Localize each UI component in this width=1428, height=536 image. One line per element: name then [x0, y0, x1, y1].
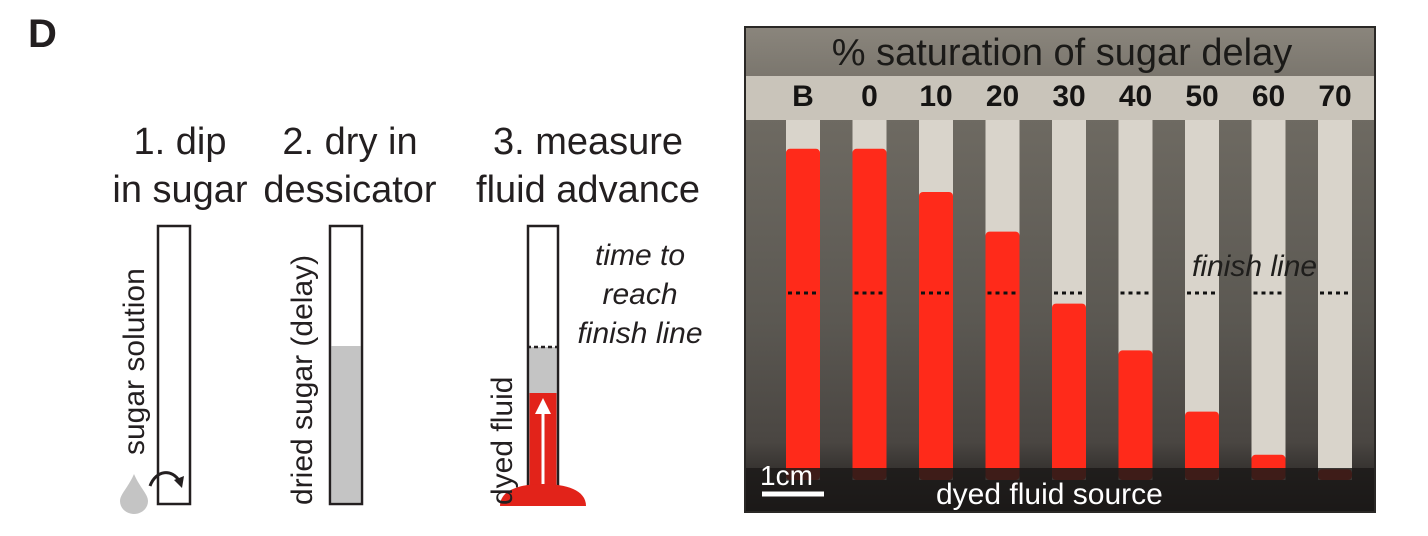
step-1-title: 1. dip in sugar — [85, 118, 275, 214]
sugar-solution-label: sugar solution — [118, 268, 151, 455]
step-3-line-1: 3. measure — [492, 121, 684, 163]
finish-line-label: finish line — [1192, 250, 1318, 283]
dyed-fluid-label: dyed fluid — [486, 376, 519, 505]
photo-title: % saturation of sugar delay — [831, 32, 1293, 74]
dip-arrow-head-icon — [174, 476, 184, 488]
experiment-photo: % saturation of sugar delay B 0 10 20 30 40 50… — [744, 26, 1376, 513]
step-3-title: 3. measure fluid advance — [468, 118, 708, 214]
photo-strips — [746, 28, 1374, 511]
photo-strip-70 — [1318, 120, 1352, 480]
fluid-column-50 — [1185, 411, 1219, 480]
step-2-line-1: 2. dry in — [282, 121, 418, 163]
scale-bar-label: 1cm — [760, 460, 813, 491]
dried-sugar-fill — [331, 346, 361, 503]
time-note-line-2: reach — [602, 278, 678, 311]
column-label-40: 40 — [1118, 80, 1153, 113]
step-1-line-1: 1. dip — [133, 121, 227, 163]
advance-arrow-icon — [535, 398, 551, 414]
dried-sugar-label: dried sugar (delay) — [286, 254, 319, 505]
column-label-60: 60 — [1251, 80, 1286, 113]
fluid-column-B — [786, 148, 820, 481]
step-1-line-2: in sugar — [112, 169, 248, 211]
photo-bottom-shadow — [746, 468, 1374, 511]
step-2-line-2: dessicator — [263, 169, 437, 211]
fluid-source-label: dyed fluid source — [936, 478, 1163, 511]
fluid-column-20 — [985, 231, 1020, 480]
diagram-strips — [120, 224, 586, 514]
time-to-finish-note: time to reach finish line — [560, 236, 720, 353]
time-note-line-3: finish line — [577, 317, 703, 350]
fluid-column-40 — [1118, 350, 1153, 480]
fluid-column-10 — [919, 192, 953, 480]
sugar-drop-icon — [120, 474, 148, 514]
fluid-column-30 — [1052, 303, 1086, 480]
panel-letter: D — [28, 12, 57, 56]
step-3-line-2: fluid advance — [476, 169, 700, 211]
sugar-zone-fill — [529, 347, 557, 395]
step-1-strip — [156, 224, 192, 506]
photo-top-band — [746, 76, 1374, 120]
column-label-B: B — [792, 80, 814, 113]
column-label-70: 70 — [1318, 80, 1352, 113]
fluid-reservoir — [500, 484, 586, 506]
column-label-50: 50 — [1185, 80, 1219, 113]
column-label-20: 20 — [985, 80, 1020, 113]
step-2-title: 2. dry in dessicator — [250, 118, 450, 214]
column-label-10: 10 — [919, 80, 953, 113]
photo-strip-60 — [1251, 120, 1286, 480]
fluid-column-0 — [852, 148, 887, 481]
column-label-0: 0 — [861, 80, 878, 113]
column-label-30: 30 — [1052, 80, 1086, 113]
time-note-line-1: time to — [594, 239, 686, 272]
